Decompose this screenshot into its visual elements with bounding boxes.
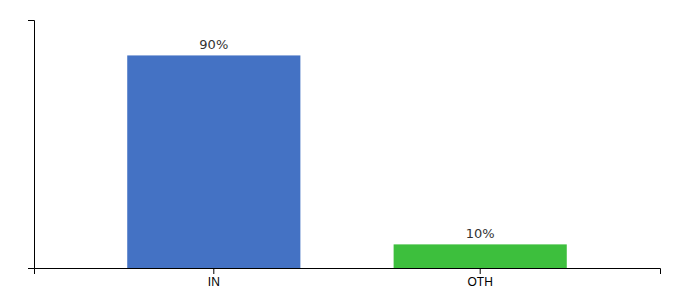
x-tick-label: OTH xyxy=(468,275,493,289)
bars xyxy=(127,55,567,268)
x-tick-mark xyxy=(480,268,481,274)
x-tick-mark xyxy=(213,268,214,274)
bar xyxy=(394,244,567,268)
x-axis: IN OTH xyxy=(35,268,661,289)
y-axis xyxy=(28,21,35,269)
data-labels: 90% 10% xyxy=(199,37,494,241)
x-tick-label: IN xyxy=(208,275,220,289)
bar xyxy=(127,55,300,268)
data-label: 10% xyxy=(466,226,495,241)
plot: IN OTH 90% 10% xyxy=(28,21,661,289)
chart: IN OTH 90% 10% xyxy=(0,0,680,300)
y-axis-line xyxy=(28,21,35,269)
x-tick: OTH xyxy=(468,268,493,289)
x-tick: IN xyxy=(208,268,220,289)
x-axis-line xyxy=(35,269,661,275)
data-label: 90% xyxy=(199,37,228,52)
